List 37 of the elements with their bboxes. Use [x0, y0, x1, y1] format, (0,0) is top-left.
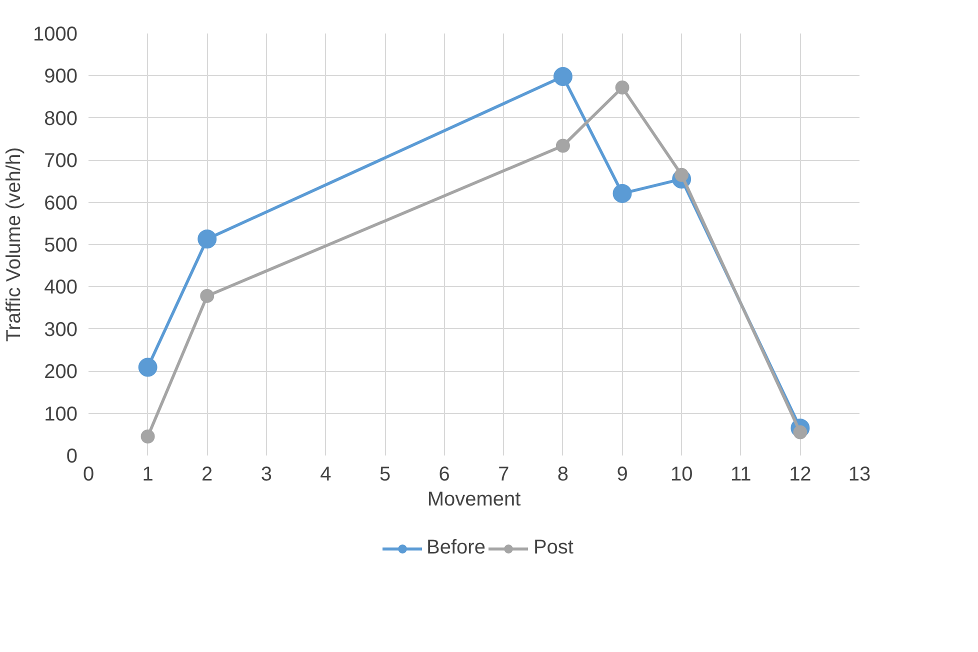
point [200, 288, 214, 303]
x-tick-label: 12 [789, 464, 812, 486]
y-tick-label: 0 [66, 446, 78, 468]
y-tick-label: 400 [44, 276, 78, 299]
x-tick-label: 13 [848, 464, 871, 486]
point [138, 358, 158, 377]
point [556, 138, 570, 153]
y-axis-title: Traffic Volume (veh/h) [3, 147, 26, 342]
y-tick-label: 800 [44, 108, 78, 130]
x-axis-title: Movement [427, 488, 522, 510]
y-tick-label: 700 [44, 150, 78, 172]
y-tick-label: 300 [44, 318, 78, 341]
x-tick-label: 1 [142, 464, 154, 486]
point [553, 67, 572, 86]
legend-label: Before [426, 536, 486, 560]
x-tick-label: 9 [616, 464, 628, 486]
point [612, 184, 632, 203]
point [615, 80, 630, 95]
x-tick-label: 3 [260, 464, 272, 486]
x-tick-label: 8 [557, 464, 569, 486]
legend-label: Post [533, 536, 574, 560]
point [198, 230, 217, 248]
x-tick-label: 11 [730, 464, 752, 486]
y-tick-label: 600 [44, 192, 78, 214]
y-tick-label: 500 [44, 234, 78, 256]
point [140, 430, 155, 444]
y-tick-label: 100 [44, 403, 78, 426]
x-tick-label: 0 [82, 464, 94, 486]
x-tick-label: 4 [320, 464, 332, 486]
y-tick-label: 900 [44, 66, 78, 88]
x-tick-label: 5 [379, 464, 391, 486]
x-tick-label: 2 [202, 464, 213, 486]
x-tick-label: 6 [438, 464, 450, 486]
x-tick-label: 7 [498, 464, 510, 486]
y-tick-label: 200 [44, 361, 78, 384]
x-tick-label: 10 [670, 464, 693, 486]
y-tick-label: 1000 [33, 24, 78, 46]
